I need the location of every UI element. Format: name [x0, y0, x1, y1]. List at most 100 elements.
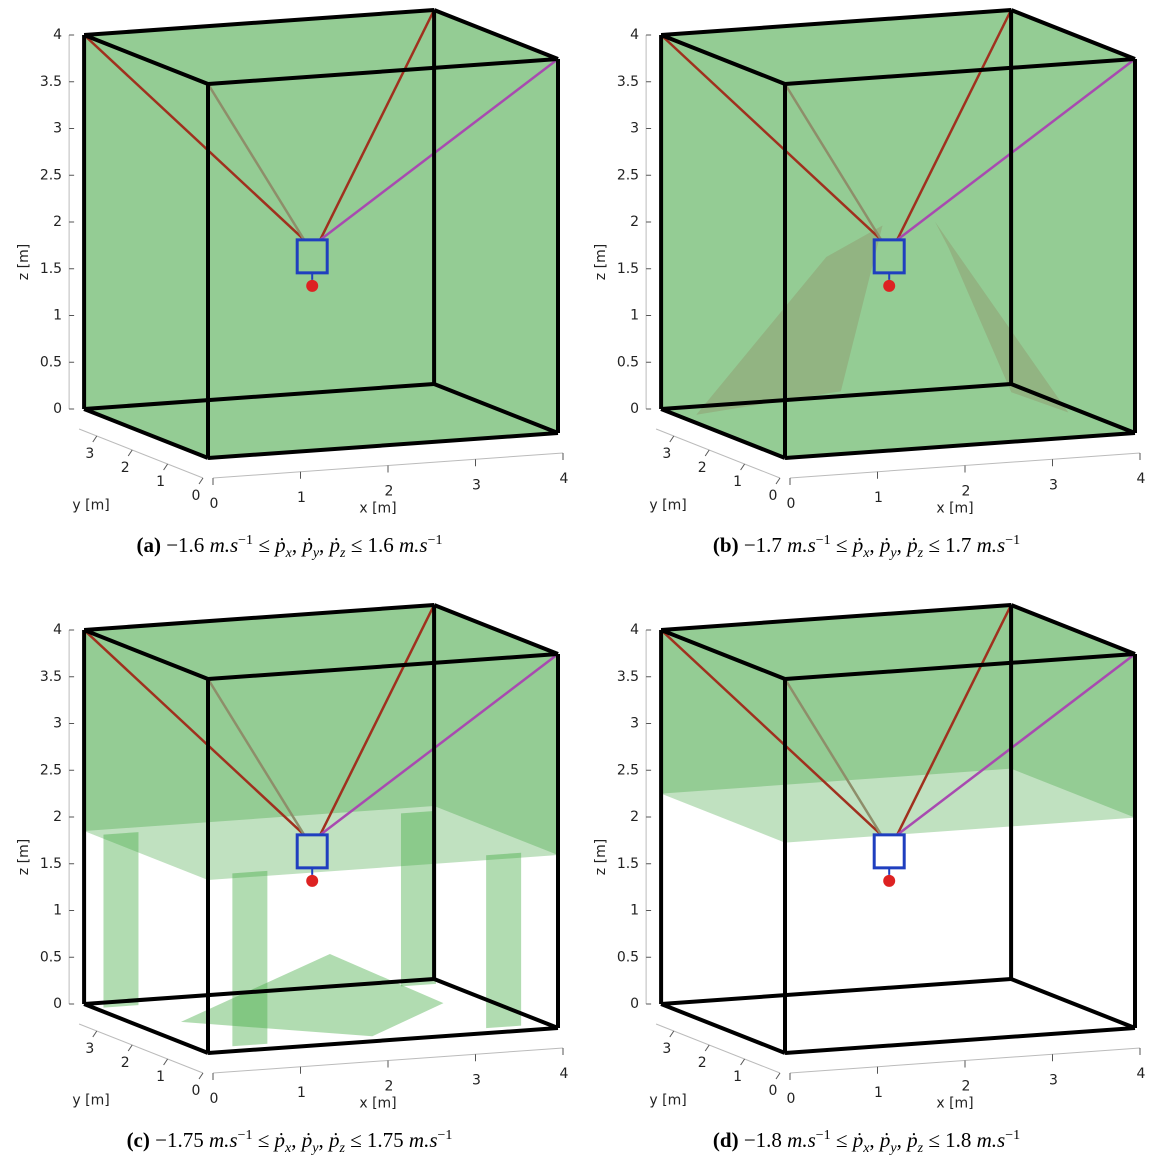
z-tick-label: 2	[630, 809, 639, 825]
box-edge	[433, 603, 559, 656]
caption-part: ,	[896, 1128, 908, 1152]
caption-part: ṗ	[879, 1128, 891, 1152]
x-tick-label: 4	[1137, 1066, 1146, 1082]
box-edge	[660, 628, 786, 681]
cable	[206, 83, 306, 241]
y-tick-label: 0	[769, 488, 778, 504]
caption-part: m.s	[208, 1128, 238, 1152]
workspace-face	[661, 605, 1012, 794]
box-edge	[207, 1026, 559, 1055]
cable	[206, 678, 306, 836]
caption-part: ≤	[830, 533, 853, 557]
z-tick-label: 1.5	[40, 856, 62, 872]
z-axis-label: z [m]	[593, 839, 609, 875]
y-axis-line	[78, 1023, 204, 1074]
caption-part: ṗ	[329, 533, 341, 557]
box-edge	[784, 1026, 1136, 1055]
caption-part: z	[339, 1141, 345, 1157]
caption-part: −1	[427, 533, 443, 548]
caption: (a) −1.6 m.s−1 ≤ ṗx, ṗy, ṗz ≤ 1.6 m.s−1	[0, 533, 579, 562]
caption-part: ,	[319, 533, 330, 557]
y-tick	[775, 1072, 781, 1080]
z-tick-label: 1	[53, 308, 62, 324]
workspace-face	[785, 654, 1135, 843]
caption-part: −1.7	[738, 533, 788, 557]
caption-part: z	[340, 546, 346, 562]
y-tick-label: 0	[192, 1083, 201, 1099]
caption-part: (a)	[136, 533, 161, 557]
box-edge	[660, 977, 1012, 1006]
cable	[660, 34, 883, 241]
z-tick-label: 4	[53, 27, 62, 43]
workspace-face	[84, 630, 208, 881]
z-tick-label: 3.5	[40, 74, 62, 90]
caption-part: ,	[869, 1128, 880, 1152]
box-edge	[83, 1002, 209, 1055]
z-tick-label: 2.5	[40, 167, 62, 183]
z-tick-label: 4	[53, 622, 62, 638]
box-edge	[207, 431, 559, 460]
y-axis-line	[655, 428, 781, 479]
caption-part: m.s	[209, 533, 239, 557]
y-tick-label: 2	[121, 460, 130, 476]
x-tick-label: 3	[472, 1072, 481, 1088]
workspace-leg	[232, 870, 268, 1047]
cable	[83, 34, 306, 241]
y-tick	[704, 1044, 710, 1052]
y-tick-label: 3	[662, 446, 671, 462]
x-tick-label: 0	[210, 496, 219, 512]
box-edge	[1010, 977, 1136, 1030]
box-edge	[660, 8, 1012, 37]
box-edge	[660, 33, 786, 86]
caption-part: y	[312, 1141, 319, 1157]
x-tick-label: 3	[1049, 477, 1058, 493]
workspace-face	[434, 10, 558, 433]
x-tick-label: 1	[297, 1085, 306, 1101]
x-tick-label: 1	[297, 490, 306, 506]
cable	[83, 629, 306, 836]
caption-part: m.s	[787, 1128, 816, 1152]
x-tick-label: 0	[787, 496, 796, 512]
x-tick-label: 2	[385, 1079, 394, 1095]
caption-part: x	[285, 546, 292, 562]
end-effector	[883, 874, 896, 887]
workspace-face	[208, 59, 558, 458]
x-tick-label: 2	[962, 1079, 971, 1095]
z-tick-label: 0.5	[617, 354, 639, 370]
z-tick-label: 0.5	[617, 949, 639, 965]
workspace-lobe	[696, 225, 883, 415]
end-effector	[306, 874, 319, 887]
box-edge	[83, 603, 435, 632]
y-tick-label: 3	[85, 446, 94, 462]
z-tick-label: 3	[630, 716, 639, 732]
y-tick-label: 3	[85, 1041, 94, 1057]
y-axis-label: y [m]	[72, 498, 109, 514]
caption: (c) −1.75 m.s−1 ≤ ṗx, ṗy, ṗz ≤ 1.75 m.s−…	[0, 1128, 579, 1157]
box-edge	[784, 652, 1136, 681]
y-tick-label: 1	[156, 474, 165, 490]
y-tick	[127, 449, 133, 457]
caption-part: x	[863, 1141, 870, 1157]
cable	[319, 653, 559, 836]
y-tick-label: 1	[733, 474, 742, 490]
panel: 0 0.5 1 1.5 2 2.5 3 3.5 4 0 1 2 3 4 0 1 2 3 z [m] y [m] x [m…	[16, 8, 569, 517]
z-tick-label: 1.5	[617, 856, 639, 872]
caption-part: z	[917, 1141, 924, 1157]
y-axis-line	[78, 428, 204, 479]
caption-part: m.s	[787, 533, 816, 557]
caption-part: ≤ 1.6	[345, 533, 400, 557]
y-tick	[740, 1058, 746, 1066]
workspace-leg	[486, 852, 522, 1029]
end-effector	[306, 279, 319, 292]
y-tick	[704, 449, 710, 457]
box-edge	[83, 382, 435, 411]
box-edge	[784, 57, 1136, 86]
y-tick-label: 0	[769, 1083, 778, 1099]
caption-part: (d)	[712, 1128, 739, 1152]
panel: 0 0.5 1 1.5 2 2.5 3 3.5 4 0 1 2 3 4 0 1 2 3 z [m] y [m] x [m…	[16, 603, 569, 1112]
y-tick	[669, 1030, 675, 1038]
panel: 0 0.5 1 1.5 2 2.5 3 3.5 4 0 1 2 3 4 0 1 2 3 z [m] y [m] x [m…	[593, 603, 1146, 1112]
x-tick-label: 0	[787, 1091, 796, 1107]
caption-part: ṗ	[852, 1128, 864, 1152]
x-tick-label: 0	[210, 1091, 219, 1107]
